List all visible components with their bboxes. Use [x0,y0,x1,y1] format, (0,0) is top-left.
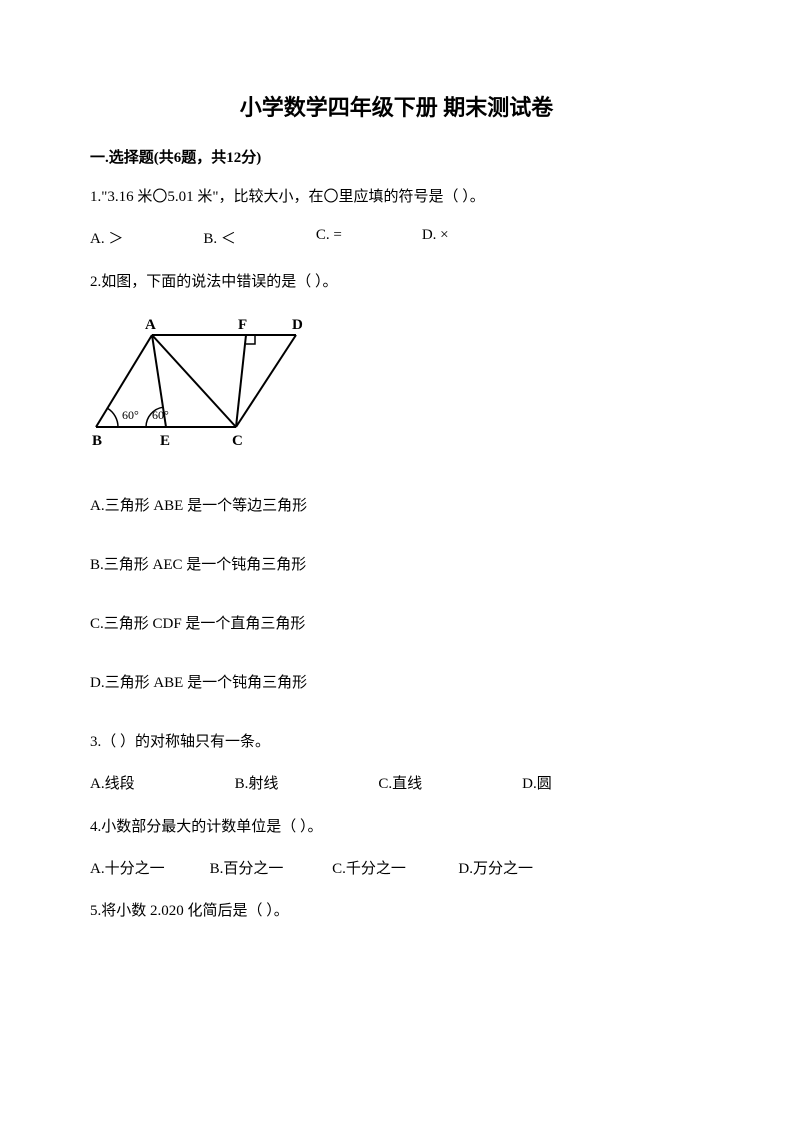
q4-text: 4.小数部分最大的计数单位是（ ）。 [90,815,703,841]
q4-opt-a: A.十分之一 [90,861,165,877]
q1-opt-a: A. ＞ [90,227,123,248]
q1-options: A. ＞ B. ＜ C. = D. × [90,227,703,248]
q4-opt-c: C.千分之一 [332,861,406,877]
q3-opt-b: B.射线 [235,772,279,793]
svg-text:60°: 60° [122,408,139,422]
section-header-1: 一.选择题(共6题，共12分) [90,146,703,167]
q1-opt-c: C. = [316,227,342,248]
q2-opt-c: C.三角形 CDF 是一个直角三角形 [90,612,703,633]
svg-text:A: A [145,317,156,333]
svg-text:B: B [92,433,102,449]
svg-text:60°: 60° [152,408,169,422]
q3-options: A.线段 B.射线 C.直线 D.圆 [90,772,703,793]
q1-text: 1."3.16 米〇5.01 米"，比较大小，在〇里应填的符号是（ ）。 [90,185,703,211]
q2-opt-d: D.三角形 ABE 是一个钝角三角形 [90,671,703,692]
q2-opt-a: A.三角形 ABE 是一个等边三角形 [90,494,703,515]
q2-text: 2.如图，下面的说法中错误的是（ ）。 [90,270,703,296]
q1-opt-d: D. × [422,227,449,248]
q3-opt-c: C.直线 [378,772,422,793]
q1-opt-b: B. ＜ [203,227,236,248]
page-title: 小学数学四年级下册 期末测试卷 [90,90,703,122]
q2-opt-b: B.三角形 AEC 是一个钝角三角形 [90,553,703,574]
q4-opt-d: D.万分之一 [458,861,533,877]
svg-text:F: F [238,317,247,333]
svg-text:E: E [160,433,170,449]
svg-text:D: D [292,317,303,333]
q3-text: 3.（ ）的对称轴只有一条。 [90,730,703,756]
q5-text: 5.将小数 2.020 化简后是（ ）。 [90,899,703,925]
q4-options: A.十分之一 B.百分之一 C.千分之一 D.万分之一 [90,856,703,883]
svg-text:C: C [232,433,243,449]
q2-figure: A B E C F D 60° 60° [90,311,703,466]
q3-opt-d: D.圆 [522,772,552,793]
q3-opt-a: A.线段 [90,772,135,793]
geometry-diagram-icon: A B E C F D 60° 60° [90,311,314,461]
q4-opt-b: B.百分之一 [210,861,284,877]
